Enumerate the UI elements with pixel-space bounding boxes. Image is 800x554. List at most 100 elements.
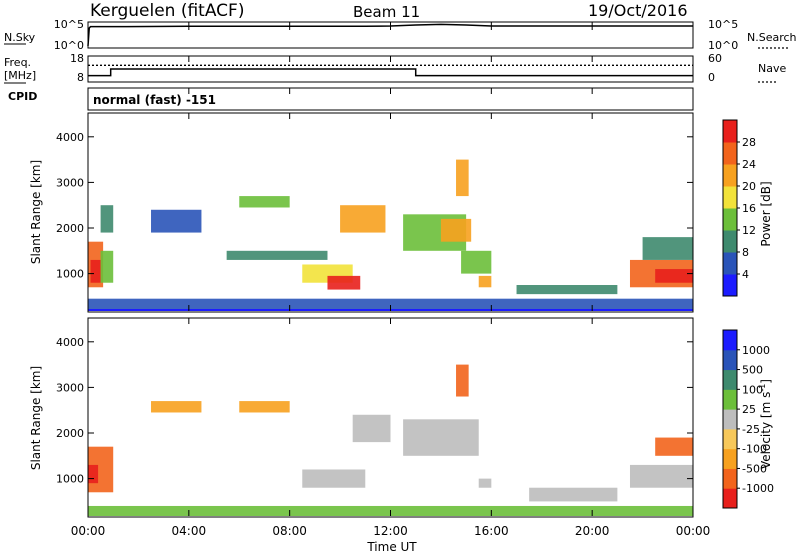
velocity-label-sup: -1 bbox=[758, 384, 767, 392]
power-cell-15 bbox=[516, 285, 618, 295]
velocity-y-axis: 4000 3000 2000 1000 bbox=[56, 336, 693, 486]
cpid-label: CPID bbox=[8, 90, 37, 103]
velocity-cell-1 bbox=[88, 464, 99, 484]
time-x-axis: 00:00 04:00 08:00 12:00 16:00 20:00 00:00 bbox=[71, 22, 711, 538]
nsearch-tick-top: 10^5 bbox=[708, 18, 738, 31]
velocity-cell-8 bbox=[478, 478, 492, 488]
power-cbar-swatch-6 bbox=[723, 142, 737, 165]
power-y-label: Slant Range [km] bbox=[29, 160, 43, 264]
xtick-label-5: 20:00 bbox=[575, 524, 610, 538]
power-cbar-swatch-5 bbox=[723, 164, 737, 187]
nsearch-tick-bottom: 10^0 bbox=[708, 39, 738, 52]
power-cell-12 bbox=[456, 159, 469, 197]
power-cbar-tick-label-4: 12 bbox=[742, 224, 756, 237]
velocity-label-main: Velocity [m s bbox=[759, 392, 773, 469]
nave-tick-top: 60 bbox=[708, 52, 722, 65]
xtick-label-3: 12:00 bbox=[373, 524, 408, 538]
nsky-line bbox=[87, 23, 693, 47]
power-ytick-label-2: 2000 bbox=[56, 222, 84, 235]
velocity-cbar-tick-label-3: 25 bbox=[742, 403, 756, 416]
nsky-tick-top: 10^5 bbox=[54, 18, 84, 31]
velocity-cbar-swatch-0 bbox=[723, 488, 737, 509]
power-cell-14 bbox=[478, 275, 492, 288]
power-cbar-tick-label-6: 4 bbox=[742, 268, 749, 281]
velocity-cell-6 bbox=[403, 419, 479, 456]
power-ytick-label-0: 4000 bbox=[56, 131, 84, 144]
power-y-axis: 4000 3000 2000 1000 bbox=[56, 131, 693, 281]
velocity-cell-11 bbox=[655, 437, 693, 456]
xtick-label-2: 08:00 bbox=[272, 524, 307, 538]
power-colorbar: 28 24 20 16 12 8 4 bbox=[722, 119, 756, 297]
xtick-label-0: 00:00 bbox=[71, 524, 106, 538]
power-cell-5 bbox=[239, 196, 290, 208]
velocity-cbar-tick-label-6: -500 bbox=[742, 462, 767, 475]
velocity-cbar-swatch-5 bbox=[723, 389, 737, 410]
power-ytick-label-3: 1000 bbox=[56, 268, 84, 281]
power-cbar-tick-label-3: 16 bbox=[742, 202, 756, 215]
power-cbar-swatch-3 bbox=[723, 208, 737, 231]
power-cbar-tick-label-5: 8 bbox=[742, 246, 749, 259]
velocity-cell-10 bbox=[629, 464, 693, 488]
velocity-cbar-swatch-7 bbox=[723, 349, 737, 371]
velocity-ytick-label-3: 1000 bbox=[56, 473, 84, 486]
power-ytick-label-1: 3000 bbox=[56, 176, 84, 189]
station-title: Kerguelen (fitACF) bbox=[90, 1, 244, 21]
velocity-cbar-tick-label-2: 100 bbox=[742, 383, 763, 396]
freq-tick-top: 18 bbox=[70, 52, 84, 65]
power-cell-1 bbox=[90, 259, 101, 283]
velocity-cbar-tick-label-5: -100 bbox=[742, 443, 767, 456]
velocity-cell-5 bbox=[352, 414, 391, 443]
nsky-label: N.Sky bbox=[4, 31, 36, 44]
nsky-tick-bottom: 10^0 bbox=[54, 39, 84, 52]
power-cell-8 bbox=[327, 275, 361, 290]
power-cbar-tick-label-1: 24 bbox=[742, 158, 756, 171]
nave-label: Nave bbox=[758, 62, 786, 75]
velocity-colorbar: 1000 500 100 25 -25 -100 -500 -1000 bbox=[722, 329, 774, 509]
xtick-label-1: 04:00 bbox=[172, 524, 207, 538]
velocity-ytick-label-0: 4000 bbox=[56, 336, 84, 349]
velocity-cbar-tick-label-0: 1000 bbox=[742, 344, 770, 357]
freq-tick-bottom: 8 bbox=[77, 71, 84, 84]
velocity-cell-9 bbox=[529, 487, 618, 502]
power-cell-17 bbox=[655, 269, 693, 283]
power-cbar-swatch-0 bbox=[723, 274, 737, 297]
power-cell-3 bbox=[100, 205, 114, 233]
velocity-cbar-tick-label-1: 500 bbox=[742, 364, 763, 377]
velocity-colorbar-label: Velocity [m s-1] bbox=[758, 379, 773, 469]
power-data-cells bbox=[88, 159, 693, 311]
power-cbar-tick-label-2: 20 bbox=[742, 180, 756, 193]
power-colorbar-label: Power [dB] bbox=[759, 181, 773, 246]
freq-line bbox=[88, 68, 693, 77]
velocity-label-end: ] bbox=[759, 379, 773, 384]
velocity-ytick-label-2: 2000 bbox=[56, 427, 84, 440]
power-cell-9 bbox=[340, 205, 386, 233]
velocity-cbar-swatch-8 bbox=[723, 330, 737, 351]
power-cbar-swatch-7 bbox=[723, 120, 737, 143]
nsky-series bbox=[87, 23, 693, 47]
freq-series bbox=[88, 68, 693, 77]
velocity-cell-2 bbox=[151, 401, 202, 413]
velocity-cbar-swatch-4 bbox=[723, 409, 737, 430]
velocity-cell-4 bbox=[302, 469, 366, 488]
velocity-ytick-label-1: 3000 bbox=[56, 381, 84, 394]
beam-title: Beam 11 bbox=[353, 3, 420, 21]
cpid-text: normal (fast) -151 bbox=[93, 93, 216, 107]
velocity-cell-7 bbox=[456, 364, 469, 397]
nsearch-label: N.Search bbox=[747, 31, 797, 44]
power-cell-2 bbox=[100, 250, 114, 283]
velocity-cell-3 bbox=[239, 401, 290, 413]
velocity-cbar-swatch-2 bbox=[723, 448, 737, 469]
xtick-label-6: 00:00 bbox=[676, 524, 711, 538]
power-cbar-swatch-1 bbox=[723, 252, 737, 275]
date-title: 19/Oct/2016 bbox=[588, 1, 688, 20]
velocity-data-cells bbox=[88, 364, 693, 516]
freq-label: Freq. bbox=[4, 56, 31, 69]
velocity-cbar-tick-label-7: -1000 bbox=[742, 482, 774, 495]
freq-unit: [MHz] bbox=[4, 69, 36, 82]
power-cell-11 bbox=[440, 218, 472, 242]
velocity-cbar-swatch-3 bbox=[723, 428, 737, 450]
power-cbar-swatch-4 bbox=[723, 186, 737, 209]
power-cell-19 bbox=[88, 298, 693, 311]
velocity-cbar-tick-label-4: -25 bbox=[742, 423, 760, 436]
